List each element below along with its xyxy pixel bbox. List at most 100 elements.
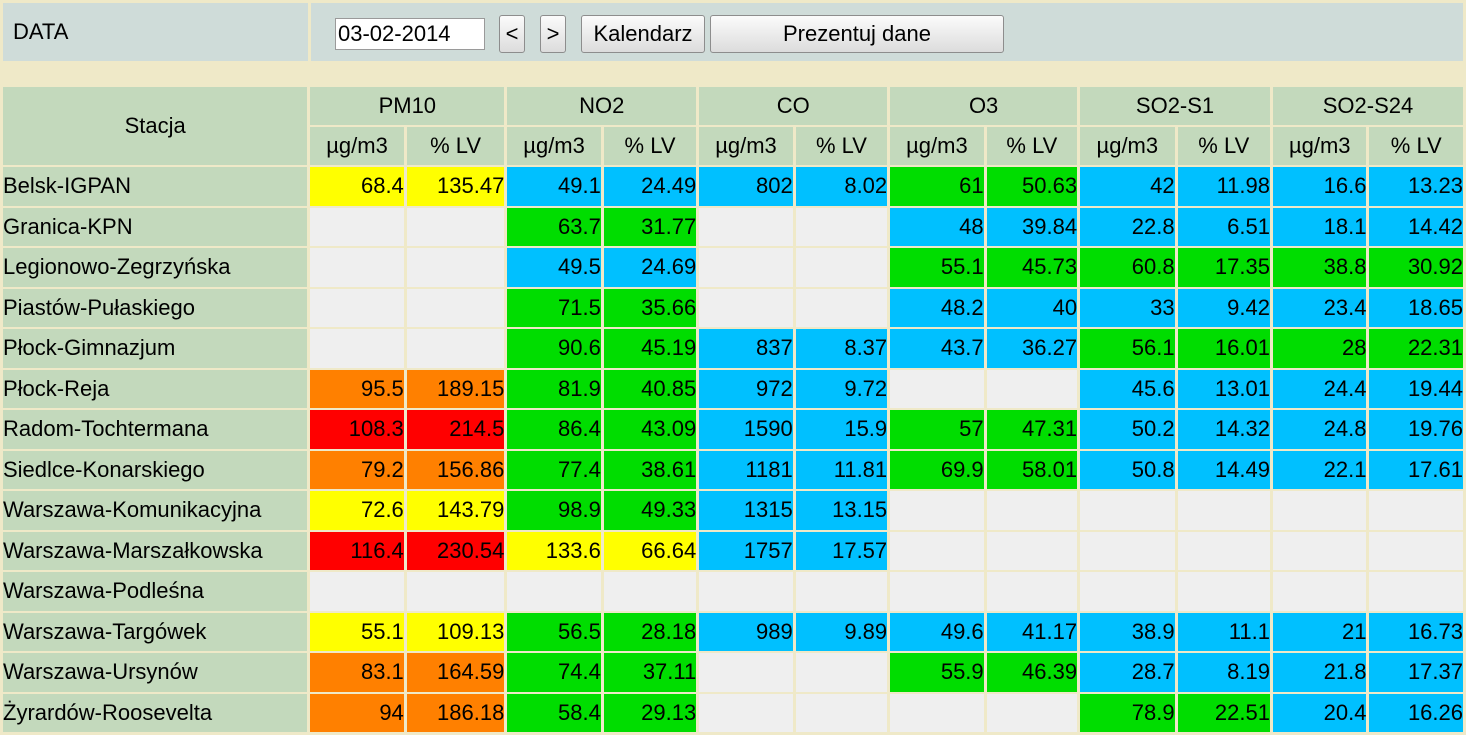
pollutant-header: O3 xyxy=(890,87,1078,125)
percent-lv-cell xyxy=(986,572,1078,611)
percent-lv-cell: 143.79 xyxy=(406,491,505,530)
percent-lv-cell: 45.73 xyxy=(986,248,1078,287)
percent-lv-cell: 45.19 xyxy=(603,329,697,368)
percent-lv-cell: 38.61 xyxy=(603,450,697,489)
percent-lv-cell: 47.31 xyxy=(986,410,1078,449)
percent-lv-cell: 43.09 xyxy=(603,410,697,449)
concentration-cell: 60.8 xyxy=(1080,248,1175,287)
concentration-cell: 42 xyxy=(1080,167,1175,206)
concentration-cell xyxy=(1080,491,1175,530)
unit-header: µg/m3 xyxy=(310,127,404,165)
concentration-cell: 55.1 xyxy=(890,248,984,287)
concentration-cell: 16.6 xyxy=(1272,167,1367,206)
unit-header-row: µg/m3 % LV µg/m3 % LV µg/m3 % LV µg/m3 %… xyxy=(3,127,1463,165)
unit-header: % LV xyxy=(1177,127,1270,165)
percent-lv-cell xyxy=(1177,491,1270,530)
percent-lv-cell: 11.98 xyxy=(1177,167,1270,206)
concentration-cell: 79.2 xyxy=(310,450,404,489)
concentration-cell xyxy=(310,248,404,287)
concentration-cell: 48.2 xyxy=(890,288,984,327)
percent-lv-cell: 22.31 xyxy=(1369,329,1463,368)
concentration-cell xyxy=(890,693,984,732)
station-name: Żyrardów-Roosevelta xyxy=(3,693,308,732)
pollutant-header: PM10 xyxy=(310,87,505,125)
concentration-cell: 24.4 xyxy=(1272,369,1367,408)
concentration-cell xyxy=(890,531,984,570)
next-day-button[interactable]: > xyxy=(540,15,566,53)
percent-lv-cell: 36.27 xyxy=(986,329,1078,368)
concentration-cell: 77.4 xyxy=(507,450,601,489)
table-row: Żyrardów-Roosevelta 94 186.18 58.4 29.13 78.9… xyxy=(3,693,1463,732)
percent-lv-cell xyxy=(795,572,888,611)
concentration-cell: 28.7 xyxy=(1080,653,1175,692)
percent-lv-cell: 49.33 xyxy=(603,491,697,530)
concentration-cell: 49.1 xyxy=(507,167,601,206)
concentration-cell: 108.3 xyxy=(310,410,404,449)
concentration-cell: 81.9 xyxy=(507,369,601,408)
percent-lv-cell: 13.01 xyxy=(1177,369,1270,408)
pollutant-header: SO2-S24 xyxy=(1272,87,1463,125)
concentration-cell xyxy=(699,288,793,327)
concentration-cell: 74.4 xyxy=(507,653,601,692)
percent-lv-cell: 230.54 xyxy=(406,531,505,570)
percent-lv-cell xyxy=(406,288,505,327)
percent-lv-cell xyxy=(603,572,697,611)
percent-lv-cell: 135.47 xyxy=(406,167,505,206)
concentration-cell: 86.4 xyxy=(507,410,601,449)
date-label: DATA xyxy=(3,3,308,61)
concentration-cell xyxy=(507,572,601,611)
concentration-cell: 49.6 xyxy=(890,612,984,651)
date-controls: < > Kalendarz Prezentuj dane xyxy=(311,3,1463,61)
concentration-cell: 95.5 xyxy=(310,369,404,408)
concentration-cell: 38.8 xyxy=(1272,248,1367,287)
station-name: Płock-Reja xyxy=(3,369,308,408)
concentration-cell: 68.4 xyxy=(310,167,404,206)
percent-lv-cell xyxy=(986,693,1078,732)
percent-lv-cell: 164.59 xyxy=(406,653,505,692)
percent-lv-cell: 19.76 xyxy=(1369,410,1463,449)
percent-lv-cell: 14.42 xyxy=(1369,207,1463,246)
unit-header: % LV xyxy=(986,127,1078,165)
percent-lv-cell: 50.63 xyxy=(986,167,1078,206)
concentration-cell: 55.1 xyxy=(310,612,404,651)
percent-lv-cell: 16.73 xyxy=(1369,612,1463,651)
percent-lv-cell xyxy=(795,693,888,732)
concentration-cell xyxy=(1272,531,1367,570)
concentration-cell: 71.5 xyxy=(507,288,601,327)
concentration-cell xyxy=(890,369,984,408)
percent-lv-cell: 37.11 xyxy=(603,653,697,692)
station-name: Płock-Gimnazjum xyxy=(3,329,308,368)
show-data-button[interactable]: Prezentuj dane xyxy=(710,15,1004,53)
percent-lv-cell xyxy=(406,572,505,611)
percent-lv-cell xyxy=(795,653,888,692)
unit-header: % LV xyxy=(406,127,505,165)
percent-lv-cell: 11.1 xyxy=(1177,612,1270,651)
station-name: Granica-KPN xyxy=(3,207,308,246)
station-name: Legionowo-Zegrzyńska xyxy=(3,248,308,287)
percent-lv-cell: 31.77 xyxy=(603,207,697,246)
percent-lv-cell: 17.61 xyxy=(1369,450,1463,489)
concentration-cell: 56.1 xyxy=(1080,329,1175,368)
percent-lv-cell: 9.72 xyxy=(795,369,888,408)
percent-lv-cell: 41.17 xyxy=(986,612,1078,651)
concentration-cell xyxy=(1272,491,1367,530)
percent-lv-cell xyxy=(795,248,888,287)
concentration-cell: 1181 xyxy=(699,450,793,489)
date-input[interactable] xyxy=(335,18,485,50)
station-name: Warszawa-Marszałkowska xyxy=(3,531,308,570)
concentration-cell xyxy=(699,653,793,692)
percent-lv-cell: 66.64 xyxy=(603,531,697,570)
concentration-cell xyxy=(310,288,404,327)
concentration-cell: 133.6 xyxy=(507,531,601,570)
table-row: Piastów-Pułaskiego 71.5 35.66 48.2 40 33 9.42 2… xyxy=(3,288,1463,327)
concentration-cell: 48 xyxy=(890,207,984,246)
pollutant-header-row: Stacja PM10 NO2 CO O3 SO2-S1 SO2-S24 xyxy=(3,87,1463,165)
table-row: Belsk-IGPAN 68.4 135.47 49.1 24.49 802 8.02 61 5… xyxy=(3,167,1463,206)
previous-day-button[interactable]: < xyxy=(499,15,525,53)
percent-lv-cell: 16.01 xyxy=(1177,329,1270,368)
calendar-button[interactable]: Kalendarz xyxy=(581,15,705,53)
station-header: Stacja xyxy=(3,87,308,165)
unit-header: µg/m3 xyxy=(890,127,984,165)
concentration-cell: 22.1 xyxy=(1272,450,1367,489)
concentration-cell: 49.5 xyxy=(507,248,601,287)
